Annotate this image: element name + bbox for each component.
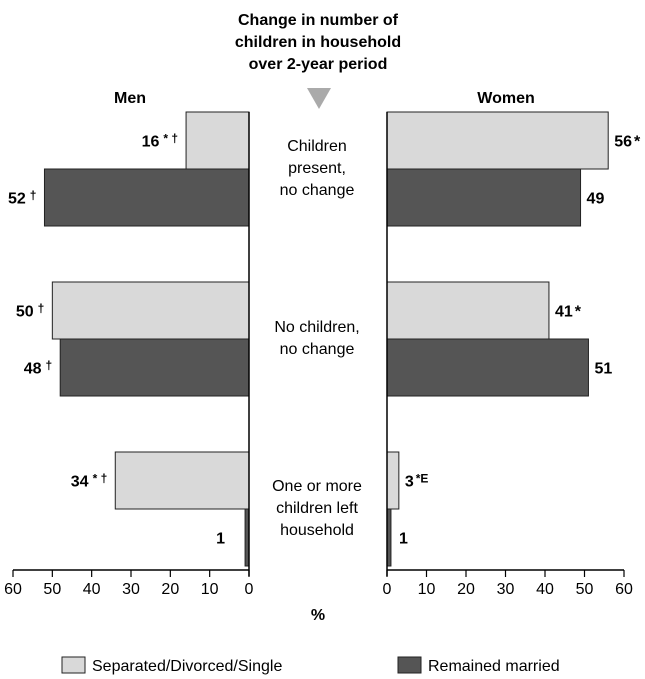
category-label: present, bbox=[288, 160, 346, 177]
center-title-line: over 2-year period bbox=[249, 56, 388, 73]
tick-label: 30 bbox=[122, 581, 140, 598]
data-label: 1 bbox=[399, 531, 408, 548]
tick-label: 40 bbox=[536, 581, 554, 598]
tick-label: 60 bbox=[4, 581, 22, 598]
data-label: 49 bbox=[587, 191, 605, 208]
data-label: 34 * † bbox=[71, 471, 107, 490]
data-label: 3 *E bbox=[405, 471, 429, 490]
tick-label: 30 bbox=[497, 581, 515, 598]
data-label: 41 * bbox=[555, 304, 582, 321]
tick-label: 0 bbox=[245, 581, 254, 598]
center-title-line: Change in number of bbox=[238, 12, 399, 29]
bar bbox=[386, 111, 609, 170]
category-label: no change bbox=[280, 182, 355, 199]
tick-label: 40 bbox=[83, 581, 101, 598]
tick-label: 10 bbox=[418, 581, 436, 598]
bar bbox=[43, 168, 250, 227]
category-label: One or more bbox=[272, 478, 362, 495]
data-label: 52 † bbox=[8, 188, 36, 207]
tick-label: 20 bbox=[457, 581, 475, 598]
category-label: Children bbox=[287, 138, 347, 155]
category-label: children left bbox=[276, 500, 358, 517]
category-label: No children, bbox=[274, 319, 359, 336]
bar bbox=[114, 451, 250, 510]
panel-title: Women bbox=[477, 90, 534, 107]
legend-label: Separated/Divorced/Single bbox=[92, 658, 282, 675]
tick-label: 0 bbox=[383, 581, 392, 598]
bar bbox=[386, 168, 582, 227]
down-arrow-icon bbox=[307, 88, 331, 109]
bar bbox=[59, 338, 250, 397]
tick-label: 10 bbox=[201, 581, 219, 598]
category-label: no change bbox=[280, 341, 355, 358]
bar bbox=[386, 281, 550, 340]
bar bbox=[386, 451, 400, 510]
bar bbox=[386, 338, 589, 397]
data-label: 51 bbox=[594, 361, 612, 378]
legend-label: Remained married bbox=[428, 658, 560, 675]
bar bbox=[51, 281, 250, 340]
category-label: household bbox=[280, 522, 354, 539]
data-label: 1 bbox=[216, 531, 225, 548]
legend-swatch bbox=[397, 656, 422, 674]
data-label: 16 * † bbox=[142, 131, 178, 150]
legend-swatch bbox=[61, 656, 86, 674]
bar bbox=[185, 111, 250, 170]
data-label: 50 † bbox=[16, 301, 44, 320]
x-axis-label: % bbox=[311, 607, 325, 624]
center-title-line: children in household bbox=[235, 34, 401, 51]
tick-label: 50 bbox=[576, 581, 594, 598]
tick-label: 20 bbox=[161, 581, 179, 598]
tick-label: 50 bbox=[43, 581, 61, 598]
data-label: 56 * bbox=[614, 134, 641, 151]
tick-label: 60 bbox=[615, 581, 633, 598]
data-label: 48 † bbox=[24, 358, 52, 377]
panel-title: Men bbox=[114, 90, 146, 107]
